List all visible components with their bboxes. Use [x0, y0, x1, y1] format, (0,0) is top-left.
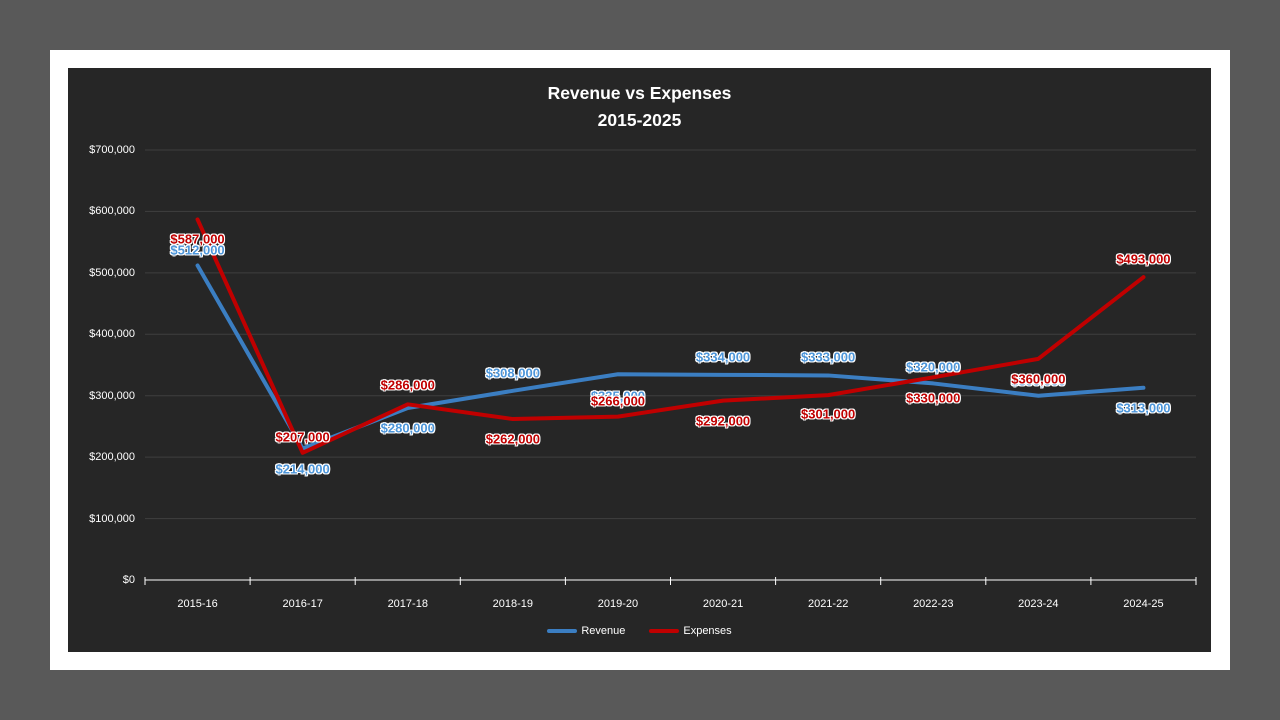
data-label-revenue: $313,000 [1116, 400, 1171, 416]
data-label-revenue: $280,000 [380, 420, 435, 436]
data-label-expenses: $301,000 [801, 406, 856, 422]
data-label-expenses: $207,000 [275, 429, 330, 445]
legend-swatch-revenue [547, 629, 578, 633]
x-tick-label: 2022-23 [913, 598, 954, 610]
y-tick-label: $600,000 [89, 205, 135, 218]
legend-swatch-expenses [649, 629, 680, 633]
presentation-slide: Revenue vs Expenses 2015-2025 $0 $100,000… [50, 50, 1230, 670]
series-line-revenue [195, 263, 1146, 451]
data-label-expenses: $587,000 [170, 231, 225, 247]
x-tick-label: 2015-16 [177, 598, 218, 610]
data-label-expenses: $262,000 [485, 431, 540, 447]
y-tick-label: $400,000 [89, 328, 135, 341]
chart-title-block: Revenue vs Expenses 2015-2025 [68, 80, 1211, 134]
x-tick-label: 2016-17 [282, 598, 323, 610]
x-tick-label: 2021-22 [807, 598, 849, 610]
chart-subtitle: 2015-2025 [597, 110, 682, 130]
data-label-expenses: $493,000 [1116, 251, 1171, 267]
data-label-revenue: $333,000 [801, 349, 856, 365]
legend-label-expenses: Expenses [683, 625, 732, 637]
legend-item-expenses: Expenses [649, 625, 732, 637]
legend-label-revenue: Revenue [581, 625, 626, 637]
data-label-revenue: $512,000 [170, 242, 225, 258]
x-tick-label: 2017-18 [387, 598, 428, 610]
data-label-expenses: $286,000 [380, 377, 435, 393]
plot-area [144, 149, 1197, 585]
chart-title: Revenue vs Expenses [547, 83, 732, 103]
y-tick-label: $700,000 [89, 144, 135, 156]
y-tick-label: $200,000 [89, 451, 135, 464]
data-label-expenses: $292,000 [695, 413, 751, 429]
data-label-revenue: $320,000 [906, 359, 961, 375]
series-line-expenses [195, 217, 1146, 455]
x-tick-label: 2023-24 [1018, 598, 1059, 610]
data-label-revenue: $214,000 [275, 461, 330, 477]
y-tick-label: $0 [122, 574, 135, 586]
x-tick-label: 2019-20 [597, 598, 639, 610]
x-tick-label: 2018-19 [492, 598, 534, 610]
data-label-revenue: $300,000 [1011, 373, 1066, 389]
y-tick-label: $100,000 [89, 512, 135, 525]
data-label-revenue: $308,000 [485, 365, 540, 381]
x-tick-label: 2020-21 [702, 598, 744, 610]
line-chart: Revenue vs Expenses 2015-2025 $0 $100,000… [68, 68, 1211, 652]
data-label-revenue: $335,000 [590, 388, 646, 404]
legend: Revenue Expenses [68, 625, 1211, 637]
y-tick-label: $500,000 [89, 266, 135, 279]
data-label-expenses: $330,000 [906, 390, 961, 406]
data-label-revenue: $334,000 [695, 349, 751, 365]
data-label-expenses: $360,000 [1011, 371, 1066, 387]
x-tick-label: 2024-25 [1123, 598, 1164, 610]
legend-item-revenue: Revenue [547, 625, 625, 637]
data-label-expenses: $266,000 [590, 393, 646, 409]
y-tick-label: $300,000 [89, 389, 135, 402]
